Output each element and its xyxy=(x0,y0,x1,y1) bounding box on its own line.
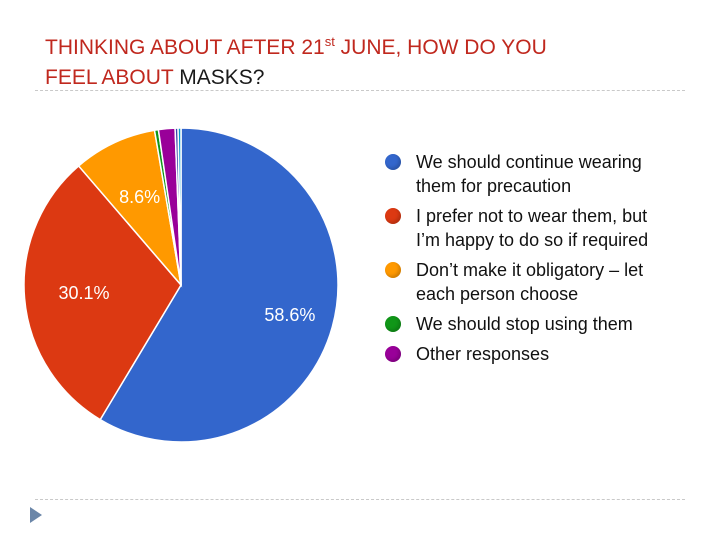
title-line-2-tail: MASKS? xyxy=(179,66,265,89)
title-line-1-main: THINKING ABOUT AFTER 21 xyxy=(45,36,325,59)
pie-slices xyxy=(23,127,339,443)
legend-label-0-line-0: We should continue wearing xyxy=(416,152,642,172)
page-title: THINKING ABOUT AFTER 21st JUNE, HOW DO Y… xyxy=(45,33,685,93)
chart-legend: We should continue wearing them for preca… xyxy=(385,150,685,372)
legend-swatch-icon xyxy=(385,262,401,278)
legend-swatch-icon xyxy=(385,346,401,362)
legend-label-1-line-0: I prefer not to wear them, but xyxy=(416,206,648,226)
legend-label-4-line-0: Other responses xyxy=(416,344,550,364)
pie-slice-2 xyxy=(77,129,183,288)
pie-slice-labels: 58.6% 30.1% 8.6% xyxy=(58,187,315,325)
legend-label-2-line-0: Don’t make it obligatory – let xyxy=(416,260,644,280)
top-divider xyxy=(35,90,685,91)
legend-swatch-icon xyxy=(385,154,401,170)
legend-item-2: Don’t make it obligatory – let each perso… xyxy=(385,258,685,306)
title-ordinal-suffix: st xyxy=(324,34,335,49)
legend-label-3-line-0: We should stop using them xyxy=(416,314,633,334)
legend-label-2-line-1: each person choose xyxy=(416,284,579,304)
slice-value-label-1: 30.1% xyxy=(58,283,109,303)
title-line-1: THINKING ABOUT AFTER 21st JUNE, HOW DO Y… xyxy=(45,33,685,63)
legend-item-4: Other responses xyxy=(385,342,685,366)
title-line-1-rest: JUNE, HOW DO YOU xyxy=(334,36,547,59)
slice-value-label-0: 58.6% xyxy=(264,305,315,325)
pie-slice-1 xyxy=(23,164,182,421)
legend-swatch-icon xyxy=(385,208,401,224)
legend-label-0-line-1: them for precaution xyxy=(416,176,572,196)
legend-swatch-icon xyxy=(385,316,401,332)
slice-value-label-2: 8.6% xyxy=(119,187,160,207)
legend-item-0: We should continue wearing them for preca… xyxy=(385,150,685,198)
title-line-2: FEEL ABOUT MASKS? xyxy=(45,63,685,93)
pie-slice-6 xyxy=(177,127,182,286)
legend-item-3: We should stop using them xyxy=(385,312,685,336)
legend-item-1: I prefer not to wear them, but I’m happy … xyxy=(385,204,685,252)
bottom-divider xyxy=(35,499,685,500)
pie-slice-0 xyxy=(99,127,339,443)
title-line-2-lead: FEEL ABOUT xyxy=(45,66,180,89)
legend-label-1-line-1: I’m happy to do so if required xyxy=(416,230,649,250)
triangle-right-icon[interactable] xyxy=(28,505,44,525)
